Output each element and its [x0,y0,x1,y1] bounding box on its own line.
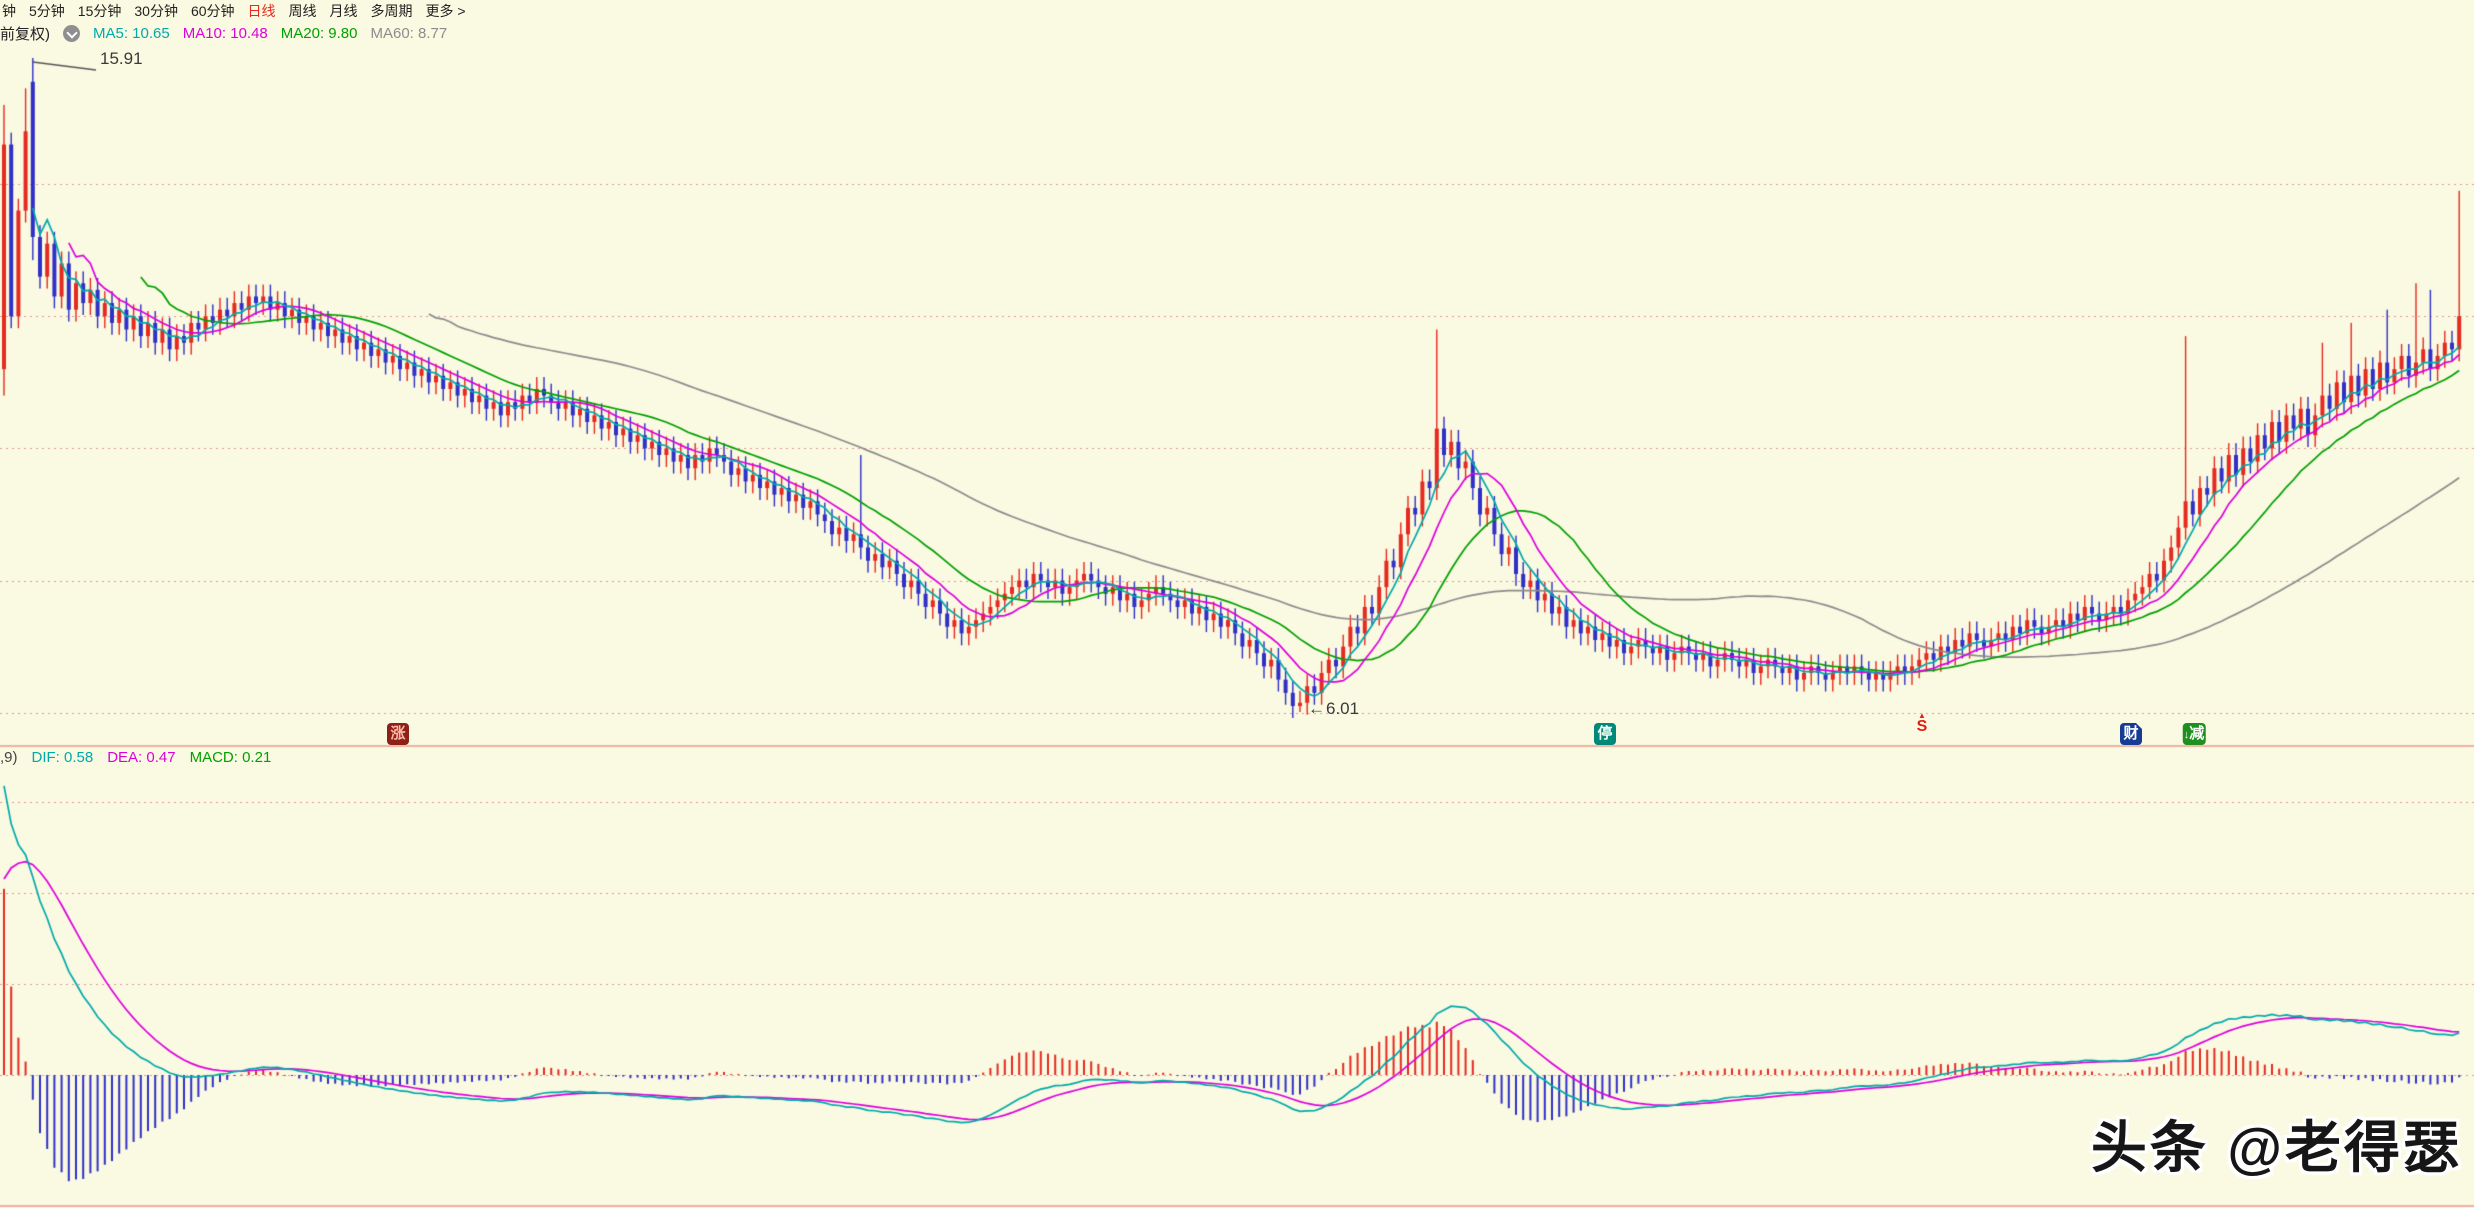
low-price-value: 6.01 [1326,699,1360,718]
up-caret-icon: ▲ [1918,711,1926,720]
ma-legend-item-3: MA60: 8.77 [370,25,448,42]
watermark-text: 头条 @老得瑟 [2090,1116,2462,1179]
toolbar-item-8[interactable]: 多周期 [370,3,413,19]
chevron-down-icon[interactable] [63,25,80,42]
macd-legend: ,9) DIF: 0.58 DEA: 0.47 MACD: 0.21 [0,749,271,766]
toolbar-item-4[interactable]: 60分钟 [190,3,235,19]
macd-params-label: ,9) [0,749,18,766]
event-badge-label: 财 [2123,725,2139,742]
event-badge-减[interactable]: ↓减 [2182,723,2206,745]
low-price-annotation: 6.01 [1308,699,1359,719]
down-arrow-icon: ↓ [2183,729,2190,741]
event-badge-财[interactable]: 财 [2120,723,2142,745]
toolbar-item-0[interactable]: 钟 [2,3,16,19]
toolbar-item-2[interactable]: 15分钟 [77,3,122,19]
macd-legend-item-1: DEA: 0.47 [107,749,176,766]
ma-legend: 前复权) MA5: 10.65 MA10: 10.48 MA20: 9.80 MA60… [0,23,447,44]
ma-legend-item-1: MA10: 10.48 [182,25,268,42]
toolbar-item-3[interactable]: 30分钟 [134,3,178,19]
toolbar-item-5[interactable]: 日线 [247,3,276,19]
event-badge-停[interactable]: 停 [1594,723,1616,745]
event-badge-label: 减 [2189,725,2205,742]
period-toolbar: 钟 5分钟 15分钟 30分钟 60分钟 日线 周线 月线 多周期 更多 > [2,1,466,21]
toolbar-item-7[interactable]: 月线 [329,3,358,19]
event-badge-label: 停 [1597,725,1613,742]
toolbar-item-9[interactable]: 更多 > [425,3,466,19]
adjust-mode-label: 前复权) [0,26,50,43]
toolbar-item-1[interactable]: 5分钟 [29,3,65,19]
ma-legend-item-0: MA5: 10.65 [93,25,170,42]
high-price-annotation: 15.91 [100,49,143,68]
dividend-marker-label: S [1916,718,1928,735]
macd-legend-item-0: DIF: 0.58 [31,749,94,766]
event-badge-涨[interactable]: 涨 [387,723,409,745]
ma-legend-item-2: MA20: 9.80 [280,25,358,42]
event-badge-label: 涨 [390,725,406,742]
toolbar-item-6[interactable]: 周线 [288,3,317,19]
dividend-marker[interactable]: ▲ S [1917,712,1928,735]
macd-legend-item-2: MACD: 0.21 [189,749,272,766]
